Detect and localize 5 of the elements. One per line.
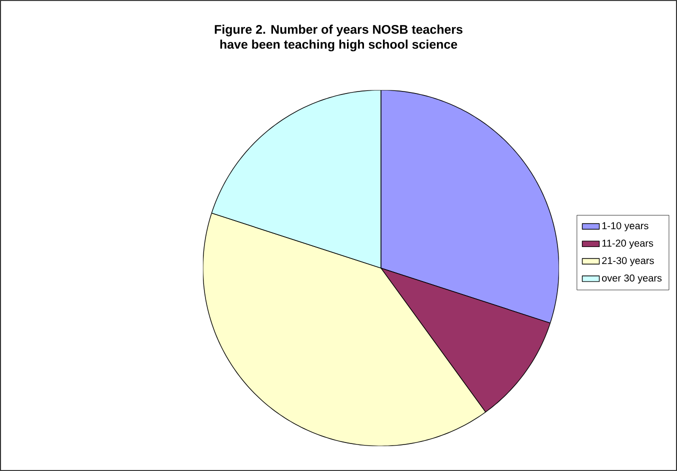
chart-title: Figure 2. Number of years NOSB teachers have been teaching high school science xyxy=(214,24,462,52)
legend-label: 21-30 years xyxy=(602,257,654,266)
legend-label: over 30 years xyxy=(602,274,662,284)
legend-label: 11-20 years xyxy=(602,240,654,249)
legend-label: 1-10 years xyxy=(602,222,648,232)
